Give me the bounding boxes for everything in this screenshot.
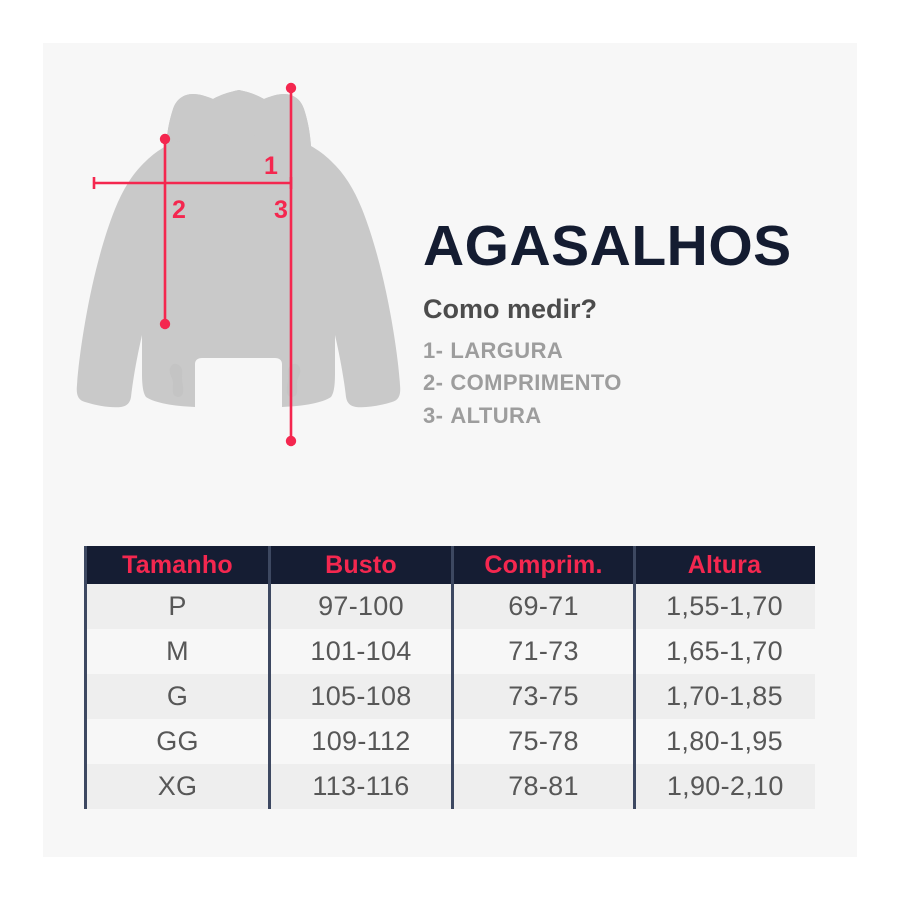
page-title: AGASALHOS: [423, 214, 792, 278]
column-header-altura: Altura: [634, 546, 815, 584]
howto-label-2: COMPRIMENTO: [450, 370, 622, 396]
how-to-measure-subtitle: Como medir?: [423, 294, 598, 324]
howto-label-1: LARGURA: [450, 337, 564, 363]
cell-altura: 1,70-1,85: [634, 674, 815, 719]
cell-busto: 105-108: [269, 674, 454, 719]
cell-altura: 1,80-1,95: [634, 719, 815, 764]
column-header-busto: Busto: [269, 546, 454, 584]
size-chart-table: Tamanho Busto Comprim. Altura P 97-100 6…: [84, 546, 816, 809]
cell-comprim: 69-71: [452, 584, 636, 629]
howto-number-3: 3-: [423, 402, 444, 428]
info-text-block: AGASALHOS Como medir? 1- LARGURA 2- COMPRI…: [423, 218, 843, 432]
cell-busto: 101-104: [269, 629, 454, 674]
cell-tamanho: M: [84, 629, 271, 674]
cell-comprim: 73-75: [452, 674, 636, 719]
table-row: G 105-108 73-75 1,70-1,85: [84, 674, 815, 719]
cell-tamanho: GG: [84, 719, 271, 764]
measure-label-3: 3: [274, 196, 288, 224]
cell-tamanho: XG: [84, 764, 271, 809]
measure-label-1: 1: [264, 152, 278, 180]
column-header-tamanho: Tamanho: [84, 546, 271, 584]
measure-line-2-comprimento: [159, 133, 171, 330]
howto-item-1: 1- LARGURA: [423, 335, 843, 368]
cell-busto: 109-112: [269, 719, 454, 764]
column-header-comprim: Comprim.: [452, 546, 636, 584]
cell-comprim: 71-73: [452, 629, 636, 674]
howto-item-3: 3- ALTURA: [423, 400, 843, 433]
table-row: P 97-100 69-71 1,55-1,70: [84, 584, 815, 629]
howto-number-1: 1-: [423, 337, 444, 363]
measure-line-1-largura: [92, 177, 293, 189]
cell-altura: 1,55-1,70: [634, 584, 815, 629]
cell-altura: 1,65-1,70: [634, 629, 815, 674]
howto-item-2: 2- COMPRIMENTO: [423, 367, 843, 400]
cell-tamanho: G: [84, 674, 271, 719]
howto-label-3: ALTURA: [450, 402, 542, 428]
howto-number-2: 2-: [423, 370, 444, 396]
table-header-row: Tamanho Busto Comprim. Altura: [84, 546, 815, 584]
cell-comprim: 75-78: [452, 719, 636, 764]
table-row: M 101-104 71-73 1,65-1,70: [84, 629, 815, 674]
cell-tamanho: P: [84, 584, 271, 629]
table-row: XG 113-116 78-81 1,90-2,10: [84, 764, 815, 809]
table-row: GG 109-112 75-78 1,80-1,95: [84, 719, 815, 764]
cell-comprim: 78-81: [452, 764, 636, 809]
jacket-silhouette-shape: [76, 90, 401, 408]
cell-busto: 113-116: [269, 764, 454, 809]
garment-illustration: 1 2 3: [43, 73, 423, 503]
measure-label-2: 2: [172, 196, 186, 224]
cell-busto: 97-100: [269, 584, 454, 629]
size-guide-panel: 1 2 3 AGASALHOS Como medir? 1- LARGURA 2-…: [43, 43, 857, 857]
measure-line-3-altura: [285, 82, 297, 447]
cell-altura: 1,90-2,10: [634, 764, 815, 809]
